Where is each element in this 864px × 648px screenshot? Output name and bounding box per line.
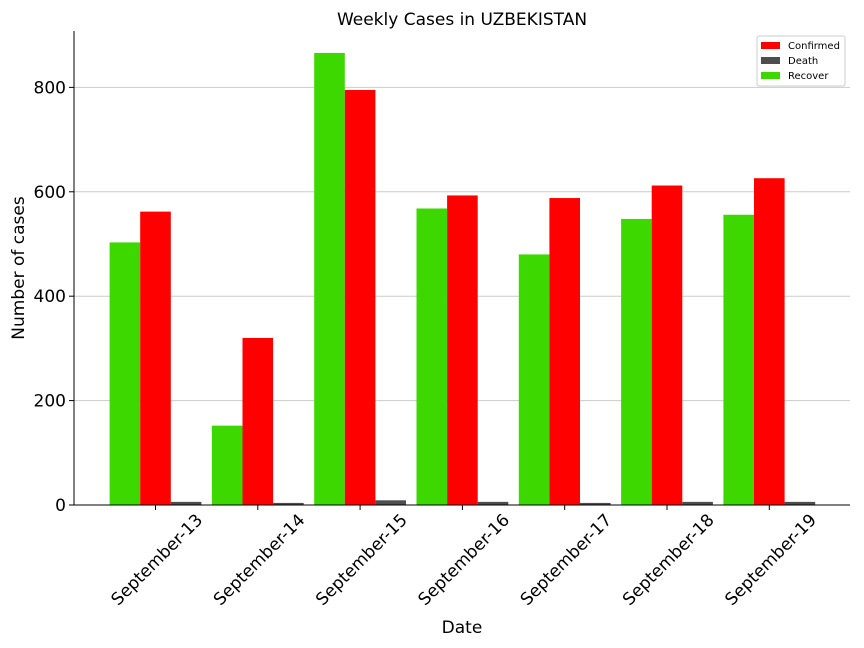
y-tick-label: 600 [34,183,66,203]
x-axis-label: Date [442,618,483,638]
bar-recover [314,52,345,505]
bars [109,52,816,506]
bar-confirmed [447,195,478,505]
bar-recover [621,218,652,506]
x-tick-label: September-16 [414,510,513,609]
y-tick-label: 200 [34,392,66,412]
bar-confirmed [754,178,785,505]
x-ticks: September-13 September-14 September-15 Sept… [108,505,821,610]
bar-confirmed [242,337,274,505]
legend-swatch [761,42,780,49]
bar-recover [416,208,448,505]
x-tick-label: September-15 [312,510,411,609]
bar-death [784,501,816,505]
bar-death [580,502,611,505]
bar-death [682,501,713,505]
y-tick-label: 800 [34,78,66,98]
bar-death [375,500,406,505]
legend: Confirmed Death Recover [756,35,846,87]
x-tick-label: September-19 [721,510,820,609]
legend-swatch [761,57,780,64]
bar-recover [211,425,243,505]
bar-confirmed [140,211,171,505]
y-ticks: 0 200 400 600 800 [34,78,74,516]
x-tick-label: September-18 [619,510,718,609]
legend-swatch [761,72,780,79]
x-tick-label: September-13 [108,510,207,609]
bar-death [273,502,304,505]
bar-recover [109,242,141,505]
bar-recover [723,214,754,506]
y-tick-label: 0 [55,496,66,516]
bar-confirmed [344,89,376,505]
legend-label: Death [788,56,818,67]
bar-recover [518,254,550,505]
legend-label: Confirmed [788,41,840,52]
y-axis-label: Number of cases [9,196,29,340]
x-tick-label: September-14 [210,510,309,609]
x-tick-label: September-17 [517,510,616,609]
legend-label: Recover [788,71,829,82]
bar-confirmed [549,198,580,505]
bar-death [477,501,509,505]
bar-death [170,501,202,505]
chart-title: Weekly Cases in UZBEKISTAN [337,10,587,30]
y-tick-label: 400 [34,287,66,307]
bar-confirmed [651,185,683,505]
